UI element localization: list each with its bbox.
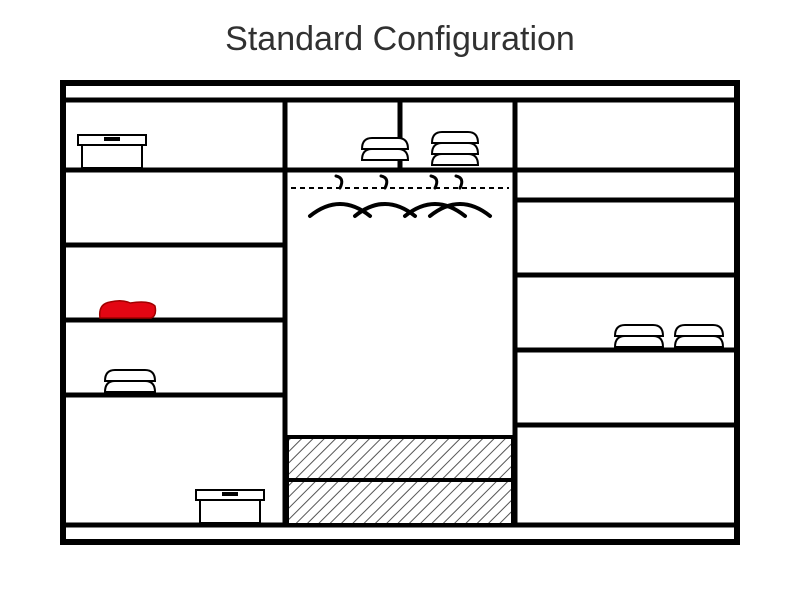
hanger_2-icon xyxy=(355,176,415,216)
pile_top_L-icon xyxy=(362,138,408,160)
diagram-title: Standard Configuration xyxy=(0,20,800,59)
red_item-icon xyxy=(100,301,156,318)
pile_right_b-icon xyxy=(675,325,723,347)
pile_right_a-icon xyxy=(615,325,663,347)
wardrobe-diagram xyxy=(60,80,740,545)
box_bottom-icon xyxy=(196,490,264,523)
box_top_left-icon xyxy=(78,135,146,168)
pile_left_mid-icon xyxy=(105,370,155,392)
drawer xyxy=(287,480,513,525)
pile_top_R-icon xyxy=(432,132,478,165)
drawer xyxy=(287,437,513,480)
